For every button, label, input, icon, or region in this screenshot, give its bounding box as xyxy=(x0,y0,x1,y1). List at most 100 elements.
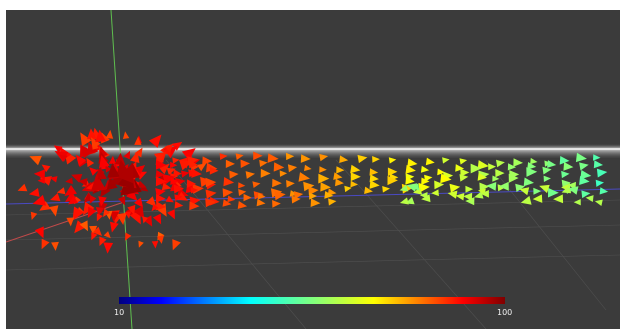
arrow-glyph-icon xyxy=(155,194,166,203)
arrow-glyph-icon xyxy=(595,179,604,187)
arrow-glyph-icon xyxy=(455,164,465,172)
arrow-glyph-icon xyxy=(465,197,475,206)
arrow-glyph-icon xyxy=(405,164,416,174)
arrow-glyph-icon xyxy=(434,180,445,190)
arrow-glyph-icon xyxy=(123,150,130,160)
arrow-glyph-icon xyxy=(90,137,101,149)
arrow-glyph-icon xyxy=(470,163,482,174)
arrow-glyph-icon xyxy=(136,171,148,180)
arrow-glyph-icon xyxy=(110,221,119,233)
arrow-glyph-icon xyxy=(530,157,538,165)
arrow-glyph-icon xyxy=(267,153,279,163)
arrow-glyph-icon xyxy=(289,190,298,197)
arrow-glyph-icon xyxy=(206,162,218,173)
arrow-glyph-icon xyxy=(134,197,144,208)
arrow-glyph-icon xyxy=(548,187,559,198)
arrow-glyph-icon xyxy=(186,179,197,188)
arrow-glyph-icon xyxy=(459,158,468,165)
arrow-glyph-icon xyxy=(72,206,85,221)
arrow-glyph-icon xyxy=(286,180,295,188)
arrow-glyph-icon xyxy=(580,170,592,180)
arrow-glyph-icon xyxy=(238,182,246,189)
arrow-glyph-icon xyxy=(533,187,542,195)
arrow-glyph-icon xyxy=(539,184,550,194)
arrow-glyph-icon xyxy=(98,196,107,207)
arrow-glyph-icon xyxy=(260,168,271,178)
arrow-glyph-icon xyxy=(344,185,352,193)
arrow-glyph-icon xyxy=(350,172,361,182)
arrow-glyph-icon xyxy=(83,192,95,203)
arrow-glyph-icon xyxy=(49,205,59,217)
arrow-glyph-icon xyxy=(74,220,87,234)
arrow-glyph-icon xyxy=(286,152,295,161)
arrow-glyph-icon xyxy=(174,201,184,209)
arrow-glyph-icon xyxy=(547,160,557,168)
arrow-glyph-icon xyxy=(97,168,107,180)
arrow-glyph-icon xyxy=(387,175,398,186)
arrow-glyph-icon xyxy=(310,198,321,207)
arrow-glyph-icon xyxy=(58,154,68,162)
arrow-glyph-icon xyxy=(519,187,530,196)
arrow-glyph-icon xyxy=(143,215,153,227)
arrow-glyph-icon xyxy=(65,177,73,185)
arrow-glyph-icon xyxy=(520,195,532,205)
arrow-glyph-icon xyxy=(126,189,138,201)
arrow-glyph-icon xyxy=(32,194,47,206)
arrow-glyph-icon xyxy=(421,177,430,185)
arrow-glyph-icon xyxy=(189,160,198,169)
arrow-glyph-icon xyxy=(181,170,190,178)
arrow-glyph-icon xyxy=(99,155,110,169)
arrow-glyph-icon xyxy=(51,241,59,251)
arrow-glyph-icon xyxy=(133,205,145,219)
arrow-glyph-icon xyxy=(410,183,420,191)
arrow-glyph-icon xyxy=(421,194,431,203)
arrow-glyph-icon xyxy=(99,236,107,246)
arrow-glyph-icon xyxy=(527,162,537,170)
arrow-glyph-icon xyxy=(513,158,523,167)
arrow-glyph-icon xyxy=(209,166,219,175)
arrow-glyph-icon xyxy=(96,213,103,222)
arrow-glyph-icon xyxy=(162,174,176,185)
arrow-glyph-icon xyxy=(237,201,248,209)
arrow-glyph-icon xyxy=(477,160,489,170)
arrow-glyph-icon xyxy=(122,131,130,139)
arrow-glyph-icon xyxy=(135,165,146,175)
arrow-glyph-icon xyxy=(151,203,159,212)
arrow-glyph-icon xyxy=(127,204,136,216)
arrow-glyph-icon xyxy=(568,186,579,195)
arrow-glyph-icon xyxy=(573,199,581,206)
arrow-glyph-icon xyxy=(219,153,228,160)
arrow-glyph-icon xyxy=(29,155,42,166)
arrow-glyph-icon xyxy=(167,209,175,220)
arrow-glyph-icon xyxy=(357,154,368,164)
arrow-glyph-icon xyxy=(64,185,77,196)
arrow-glyph-icon xyxy=(413,187,422,195)
arrow-glyph-icon xyxy=(223,177,235,187)
3d-viewport[interactable]: 10 100 xyxy=(6,10,620,329)
arrow-glyph-icon xyxy=(259,159,268,167)
arrow-glyph-icon xyxy=(139,184,149,192)
arrow-glyph-icon xyxy=(154,152,167,163)
arrow-glyph-icon xyxy=(95,129,106,143)
arrow-glyph-icon xyxy=(508,173,519,183)
arrow-glyph-icon xyxy=(599,187,609,195)
arrow-glyph-icon xyxy=(526,167,538,177)
arrow-glyph-icon xyxy=(440,173,452,184)
arrow-glyph-icon xyxy=(447,190,458,199)
arrow-glyph-icon xyxy=(272,178,282,188)
arrow-glyph-icon xyxy=(86,157,95,168)
arrow-glyph-icon xyxy=(80,144,94,159)
arrow-glyph-icon xyxy=(134,136,142,145)
arrow-glyph-icon xyxy=(196,163,207,172)
arrow-glyph-icon xyxy=(460,168,470,177)
arrow-glyph-icon xyxy=(333,172,343,180)
arrow-glyph-icon xyxy=(318,173,330,184)
colorbar-min-label: 10 xyxy=(114,308,125,317)
arrow-glyph-icon xyxy=(225,159,235,168)
arrow-glyph-icon xyxy=(437,168,445,176)
arrow-glyph-icon xyxy=(407,158,418,168)
arrow-glyph-icon xyxy=(151,241,159,249)
arrow-glyph-icon xyxy=(91,232,98,241)
arrow-glyph-icon xyxy=(559,156,570,165)
arrow-glyph-icon xyxy=(387,167,398,177)
